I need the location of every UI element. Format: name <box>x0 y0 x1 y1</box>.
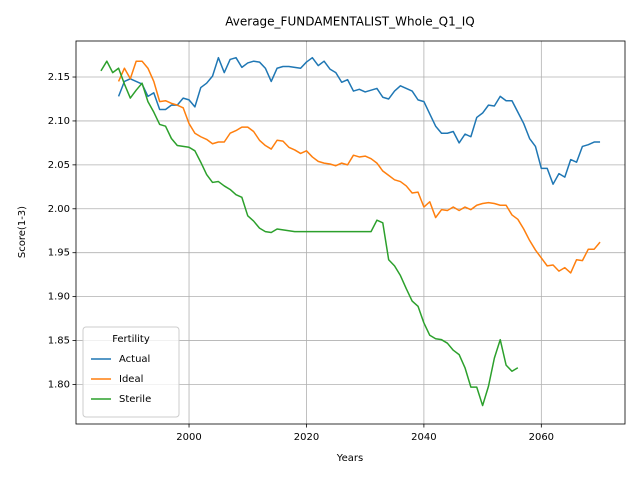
legend-label: Sterile <box>119 394 151 405</box>
line <box>117 56 601 185</box>
line <box>117 60 601 274</box>
x-tick-label: 2060 <box>529 432 554 443</box>
axes-frame <box>75 40 626 425</box>
legend-box <box>82 326 180 418</box>
x-tick-label: 2040 <box>411 432 436 443</box>
y-tick-label: 1.90 <box>48 292 70 303</box>
line <box>100 60 519 407</box>
x-tick-label: 2020 <box>294 432 319 443</box>
y-tick-label: 2.10 <box>48 116 70 127</box>
y-tick-label: 1.85 <box>48 336 70 347</box>
chart-title: Average_FUNDAMENTALIST_Whole_Q1_IQ <box>225 15 474 29</box>
y-tick-label: 1.95 <box>48 248 70 259</box>
y-tick-label: 2.00 <box>48 204 70 215</box>
legend-label: Ideal <box>119 374 143 385</box>
legend-label: Actual <box>119 354 150 365</box>
y-tick-label: 1.80 <box>48 379 70 390</box>
y-tick-label: 2.15 <box>48 72 70 83</box>
x-tick-label: 2000 <box>176 432 201 443</box>
y-axis-label: Score(1-3) <box>17 206 28 258</box>
y-tick-label: 2.05 <box>48 160 70 171</box>
x-axis-label: Years <box>336 453 363 464</box>
legend-title: Fertility <box>112 334 150 345</box>
